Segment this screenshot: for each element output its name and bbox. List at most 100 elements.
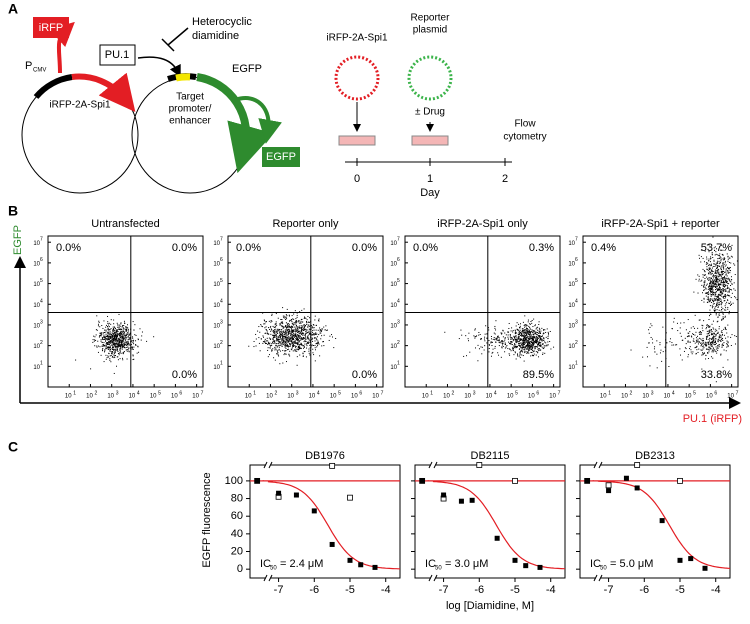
cell-dot xyxy=(672,328,673,329)
x-tick-base: 10 xyxy=(600,394,607,400)
cell-dot xyxy=(511,330,512,331)
cell-dot xyxy=(729,295,730,296)
cell-dot xyxy=(271,321,272,322)
cell-dot xyxy=(492,342,493,343)
y-tick-exponent: 5 xyxy=(575,278,578,284)
cell-dot xyxy=(308,335,309,336)
cell-dot xyxy=(282,363,283,364)
cell-dot xyxy=(686,329,687,330)
cell-dot xyxy=(519,334,520,335)
cell-dot xyxy=(121,344,122,345)
cell-dot xyxy=(307,343,308,344)
cell-dot xyxy=(519,331,520,332)
cell-dot xyxy=(663,351,664,352)
cell-dot xyxy=(700,334,701,335)
x-tick-exponent: 3 xyxy=(116,390,119,396)
cell-dot xyxy=(317,342,318,343)
cell-dot xyxy=(723,297,724,298)
cell-dot xyxy=(721,310,722,311)
cell-dot xyxy=(294,334,295,335)
cell-dot xyxy=(126,330,127,331)
cell-dot xyxy=(706,289,707,290)
cell-dot xyxy=(112,349,113,350)
cell-dot xyxy=(314,338,315,339)
cell-dot xyxy=(98,324,99,325)
cell-dot xyxy=(259,343,260,344)
cell-dot xyxy=(718,285,719,286)
cell-dot xyxy=(291,331,292,332)
cell-dot xyxy=(725,327,726,328)
cell-dot xyxy=(265,339,266,340)
cell-dot xyxy=(722,343,723,344)
cell-dot xyxy=(721,259,722,260)
cell-dot xyxy=(722,335,723,336)
cell-dot xyxy=(711,286,712,287)
cell-dot xyxy=(502,330,503,331)
cell-dot xyxy=(677,323,678,324)
cell-dot xyxy=(719,310,720,311)
cell-dot xyxy=(722,340,723,341)
cell-dot xyxy=(539,321,540,322)
cell-dot xyxy=(282,338,283,339)
cell-dot xyxy=(120,331,121,332)
cell-dot xyxy=(538,356,539,357)
y-tick-label: 60 xyxy=(231,510,243,522)
cell-dot xyxy=(545,345,546,346)
x-tick-exponent: 2 xyxy=(94,390,97,396)
enhancer-segment xyxy=(176,77,190,78)
cell-dot xyxy=(723,291,724,292)
cell-dot xyxy=(303,325,304,326)
cell-dot xyxy=(722,308,723,309)
x-tick-label: -6 xyxy=(639,584,649,596)
cell-dot xyxy=(717,347,718,348)
cell-dot xyxy=(735,290,736,291)
cell-dot xyxy=(296,320,297,321)
cell-dot xyxy=(129,351,130,352)
cell-dot xyxy=(710,343,711,344)
cell-dot xyxy=(717,254,718,255)
cell-dot xyxy=(510,334,511,335)
cell-dot xyxy=(296,329,297,330)
cell-dot xyxy=(289,338,290,339)
cell-dot xyxy=(706,257,707,258)
cell-dot xyxy=(701,256,702,257)
cell-dot xyxy=(526,332,527,333)
cell-dot xyxy=(278,318,279,319)
cell-dot xyxy=(277,352,278,353)
cell-dot xyxy=(468,338,469,339)
cell-dot xyxy=(692,353,693,354)
cell-dot xyxy=(120,323,121,324)
cell-dot xyxy=(723,266,724,267)
cell-dot xyxy=(106,336,107,337)
cell-dot xyxy=(269,347,270,348)
cell-dot xyxy=(719,340,720,341)
cell-dot xyxy=(726,350,727,351)
cell-dot xyxy=(110,361,111,362)
cell-dot xyxy=(325,329,326,330)
cell-dot xyxy=(524,347,525,348)
cell-dot xyxy=(296,326,297,327)
cell-dot xyxy=(735,274,736,275)
cell-dot xyxy=(117,329,118,330)
cell-dot xyxy=(700,261,701,262)
cell-dot xyxy=(291,336,292,337)
cell-dot xyxy=(106,359,107,360)
cell-dot xyxy=(105,355,106,356)
cell-dot xyxy=(703,302,704,303)
cell-dot xyxy=(550,348,551,349)
cell-dot xyxy=(110,336,111,337)
cell-dot xyxy=(707,302,708,303)
cell-dot xyxy=(272,348,273,349)
cell-dot xyxy=(519,345,520,346)
y-tick-exponent: 2 xyxy=(40,340,43,346)
x-tick-label: -5 xyxy=(675,584,685,596)
product-box-label: EGFP xyxy=(266,151,296,163)
cell-dot xyxy=(516,339,517,340)
quadrant-percent: 0.0% xyxy=(352,242,377,254)
cell-dot xyxy=(282,335,283,336)
cell-dot xyxy=(300,332,301,333)
chart-title: DB2115 xyxy=(471,450,510,462)
cell-dot xyxy=(536,328,537,329)
y-tick-exponent: 6 xyxy=(220,257,223,263)
cell-dot xyxy=(531,342,532,343)
